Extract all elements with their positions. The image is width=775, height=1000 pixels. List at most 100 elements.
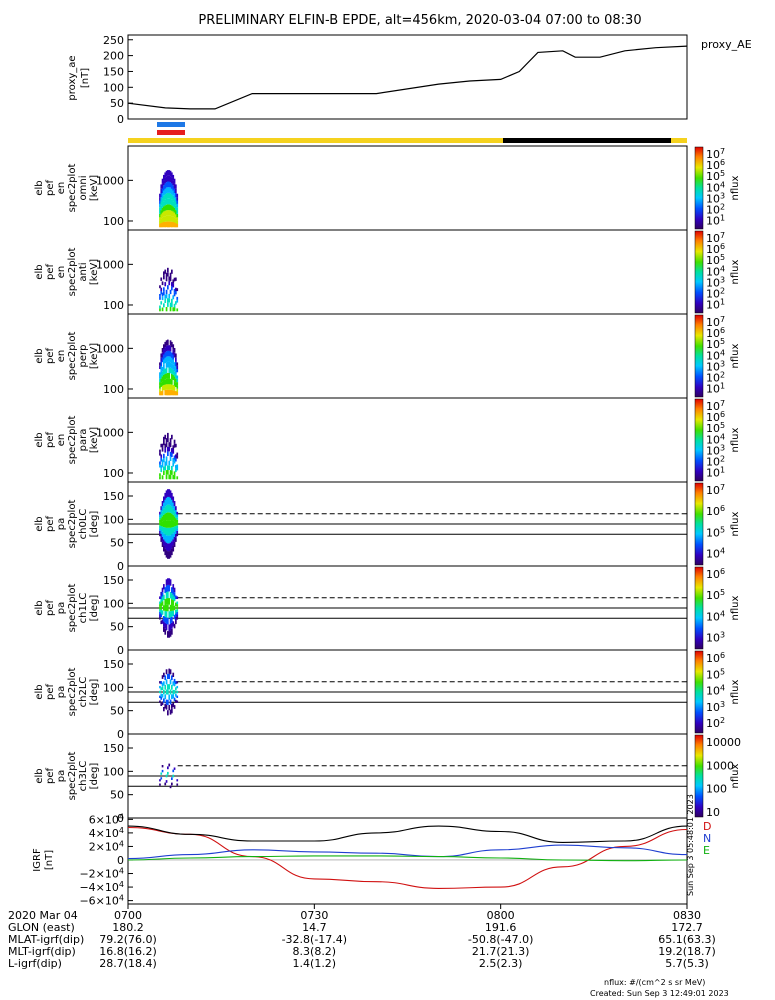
- spectrogram-cell: [169, 630, 172, 637]
- spectrogram-cell: [167, 350, 169, 357]
- colorbar-label-exp: 1: [720, 382, 725, 391]
- spectrogram-cell: [159, 385, 161, 389]
- spectrogram-cell: [161, 587, 164, 593]
- spectrogram-cell: [171, 470, 173, 475]
- spectrogram-cell: [169, 709, 172, 715]
- spectrogram-cell: [171, 434, 173, 440]
- spectrogram-cell: [173, 443, 176, 448]
- ae-legend: proxy_AE: [701, 38, 752, 51]
- panel-ylabel: ch2LC: [78, 677, 89, 708]
- spectrogram-cell: [176, 392, 179, 396]
- spectrogram-cell: [172, 600, 175, 606]
- igrf-tick-base: −4×10: [79, 881, 118, 894]
- spectrogram-cell: [173, 705, 176, 709]
- igrf-e-line: [127, 855, 688, 862]
- spectrogram-cell: [163, 621, 165, 627]
- spectrogram-cell: [159, 530, 161, 534]
- spectrogram-cell: [169, 451, 172, 457]
- spectrogram-cell: [172, 610, 175, 616]
- spectrogram-cell: [165, 362, 168, 368]
- panel-ylabel: omni: [78, 176, 89, 201]
- panel-ylabel: elb: [34, 180, 45, 195]
- spectrogram-cell: [163, 359, 165, 365]
- spectrogram-cell: [159, 294, 161, 297]
- spectrogram-cell: [171, 298, 173, 303]
- spectrogram-cell: [168, 465, 171, 470]
- tick-label: 0: [117, 560, 124, 573]
- spectrogram-cell: [159, 476, 161, 480]
- spectrogram-cell: [160, 382, 163, 387]
- panel-ylabel: [deg]: [89, 511, 100, 538]
- colorbar-label: 106: [706, 410, 725, 424]
- colorbar-label: 105: [706, 667, 725, 681]
- spectrogram-cell: [171, 513, 173, 521]
- spectrogram-cell: [169, 193, 172, 199]
- spectrogram-cell: [176, 525, 179, 529]
- tick-label: 50: [110, 705, 124, 718]
- spectrogram-cell: [175, 193, 177, 198]
- spectrogram-cell: [165, 277, 168, 282]
- spectrogram-cell: [165, 535, 168, 543]
- spectrogram-cell: [168, 210, 171, 216]
- spectrogram-cell: [176, 299, 179, 303]
- spectrogram-cell: [175, 510, 177, 515]
- spectrogram-cell: [168, 361, 171, 368]
- spectrogram-cell: [165, 187, 168, 194]
- colorbar: [694, 314, 704, 398]
- time-tick-label: 0800: [487, 909, 515, 922]
- colorbar-top-base: 10: [706, 148, 720, 161]
- panel-ylabel: pef: [45, 432, 56, 449]
- spectrogram-cell: [159, 783, 161, 786]
- colorbar-label-base: 10: [706, 254, 720, 267]
- spectrogram-cell: [175, 291, 177, 295]
- spectrogram-cell: [171, 384, 173, 390]
- spectrogram-cell: [167, 170, 169, 176]
- spectrogram-cell: [171, 363, 173, 369]
- spectrogram-cell: [165, 193, 168, 199]
- colorbar-label: 104: [706, 432, 725, 446]
- spectrogram-cell: [171, 628, 173, 635]
- spectrogram-cell: [172, 211, 175, 217]
- colorbar-label-base: 10: [706, 685, 720, 698]
- colorbar-units: nflux: [730, 427, 741, 452]
- colorbar: [694, 230, 704, 314]
- spectrogram-cell: [168, 474, 171, 480]
- spectrogram-cell: [168, 175, 171, 182]
- spectrogram-cell: [168, 215, 171, 222]
- ephem-value: -50.8(-47.0): [468, 933, 534, 946]
- tick-label: 100: [103, 597, 124, 610]
- colorbar: [694, 146, 704, 230]
- spectrogram-cell: [160, 599, 163, 603]
- spectrogram-cell: [168, 527, 171, 536]
- spectrogram-cell: [171, 389, 173, 396]
- spectrogram-cell: [160, 184, 163, 189]
- spectrogram-cell: [176, 617, 179, 620]
- spectrogram-cell: [176, 614, 179, 618]
- spectrogram-cell: [163, 681, 165, 686]
- spectrogram-cell: [169, 389, 172, 396]
- spectrogram-cell: [161, 381, 164, 386]
- spectrogram-cell: [160, 205, 163, 211]
- colorbar-label-base: 10: [706, 159, 720, 172]
- tick-label: 50: [110, 789, 124, 802]
- panel-ylabel: spec2plot: [67, 500, 78, 549]
- spectrogram-cell: [172, 369, 175, 375]
- colorbar-label-base: 10: [706, 215, 720, 228]
- ephem-value: 180.2: [112, 921, 144, 934]
- ephem-value: 1.4(1.2): [293, 957, 337, 970]
- colorbar-label: 104: [706, 264, 725, 278]
- spectrogram-cell: [161, 183, 164, 189]
- spectrogram-cell: [164, 694, 167, 700]
- spectrogram-cell: [169, 221, 172, 228]
- spectrogram-cell: [172, 545, 175, 552]
- spectrogram-cell: [165, 542, 168, 551]
- spectrogram-cell: [171, 622, 173, 629]
- panel-ylabel: [deg]: [89, 763, 100, 790]
- spectrogram-cell: [175, 609, 177, 614]
- spectrogram-cell: [173, 690, 176, 694]
- spectrogram-cell: [165, 579, 168, 586]
- ae-panel: 250 200 150 100 50 0 proxy_ae [nT] proxy_AE: [67, 34, 752, 126]
- spectrogram-cell: [176, 601, 179, 605]
- spectrogram-cell: [160, 514, 163, 519]
- spectrogram-cell: [168, 276, 171, 281]
